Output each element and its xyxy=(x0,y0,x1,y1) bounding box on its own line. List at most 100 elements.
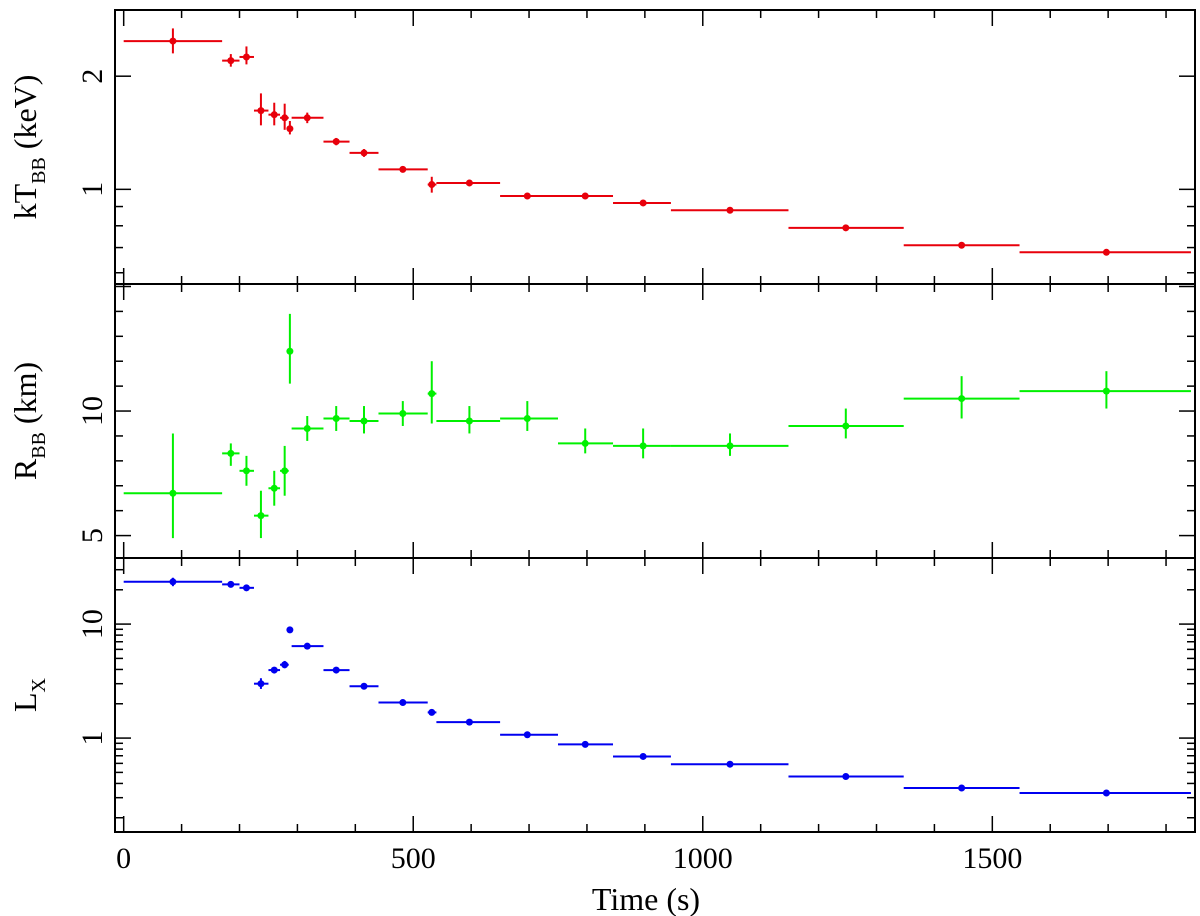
marker xyxy=(286,125,294,133)
marker xyxy=(581,192,589,200)
marker xyxy=(281,661,289,669)
data-point xyxy=(436,406,501,434)
y-tick-label: 1 xyxy=(76,182,109,197)
x-tick-label: 1000 xyxy=(673,842,733,875)
marker xyxy=(270,666,278,674)
marker xyxy=(958,241,966,249)
marker xyxy=(169,37,177,45)
data-point xyxy=(239,46,254,65)
data-point xyxy=(349,149,379,157)
x-tick-label: 0 xyxy=(116,842,131,875)
data-point xyxy=(1019,789,1191,797)
data-point xyxy=(286,626,294,634)
data-point xyxy=(613,428,671,459)
marker xyxy=(257,107,265,115)
panel-frame xyxy=(114,283,1196,559)
marker xyxy=(360,417,368,425)
marker xyxy=(1102,789,1110,797)
data-point xyxy=(239,584,254,592)
marker xyxy=(958,784,966,792)
data-point xyxy=(788,773,904,781)
panel-frame xyxy=(114,557,1196,833)
x-tick-label: 1500 xyxy=(962,842,1022,875)
marker xyxy=(465,718,473,726)
y-tick-label: 10 xyxy=(76,609,109,639)
marker xyxy=(523,415,531,423)
marker xyxy=(842,224,850,232)
data-point xyxy=(500,401,559,431)
x-axis-label: Time (s) xyxy=(592,881,700,916)
marker xyxy=(581,740,589,748)
data-point xyxy=(903,241,1020,249)
data-point xyxy=(222,580,240,588)
marker xyxy=(428,390,436,398)
marker xyxy=(303,424,311,432)
marker xyxy=(270,484,278,492)
data-point xyxy=(291,642,324,650)
marker xyxy=(399,410,407,418)
data-point xyxy=(253,490,269,539)
data-point xyxy=(268,102,281,126)
marker xyxy=(169,489,177,497)
data-point xyxy=(436,718,501,726)
panel-R: 5 10 RBB (km) xyxy=(7,283,1196,559)
panel-Lx: 1 10 LX xyxy=(7,557,1196,833)
y-tick-label: 5 xyxy=(76,528,109,543)
data-point xyxy=(427,176,437,193)
marker xyxy=(169,578,177,586)
data-point xyxy=(291,112,324,124)
marker xyxy=(242,53,250,61)
y-axis-label: RBB (km) xyxy=(7,362,50,480)
data-point xyxy=(268,470,281,506)
data-point xyxy=(286,313,294,384)
marker xyxy=(270,111,278,119)
panels-group: 1 2 kTBB (keV) 5 10 RBB (km) 1 10 LX 0 500 1000 1500 xyxy=(7,9,1196,875)
marker xyxy=(726,760,734,768)
data-point xyxy=(280,103,289,130)
marker xyxy=(726,442,734,450)
data-point xyxy=(323,666,350,674)
marker xyxy=(465,417,473,425)
data-point xyxy=(558,740,614,748)
marker xyxy=(227,449,235,457)
x-tick-label: 500 xyxy=(391,842,436,875)
marker xyxy=(242,467,250,475)
data-point xyxy=(788,224,904,232)
data-point xyxy=(239,455,254,486)
data-point xyxy=(500,192,559,200)
data-point xyxy=(558,192,614,200)
data-point xyxy=(670,433,789,456)
y-tick-label: 1 xyxy=(76,731,109,746)
y-axis-label: LX xyxy=(7,677,50,712)
marker xyxy=(639,442,647,450)
data-point xyxy=(1019,371,1191,409)
marker xyxy=(428,181,436,189)
marker xyxy=(1102,248,1110,256)
data-point xyxy=(670,206,789,214)
data-point xyxy=(253,93,269,126)
marker xyxy=(332,666,340,674)
data-point xyxy=(427,361,437,424)
marker xyxy=(639,752,647,760)
data-point xyxy=(222,54,240,67)
data-point xyxy=(323,137,350,146)
marker xyxy=(465,179,473,187)
marker xyxy=(281,467,289,475)
data-point xyxy=(349,682,379,690)
y-tick-label: 10 xyxy=(76,396,109,426)
data-point xyxy=(123,577,223,587)
data-point xyxy=(378,165,428,173)
data-point xyxy=(123,433,223,539)
y-tick-label: 2 xyxy=(76,69,109,84)
marker xyxy=(242,584,250,592)
panel-kT: 1 2 kTBB (keV) xyxy=(7,9,1196,285)
data-point xyxy=(286,120,294,135)
marker xyxy=(257,680,265,688)
marker xyxy=(399,165,407,173)
marker xyxy=(286,626,294,634)
marker xyxy=(257,512,265,520)
data-point xyxy=(123,28,223,54)
marker xyxy=(639,199,647,207)
data-point xyxy=(323,406,350,431)
